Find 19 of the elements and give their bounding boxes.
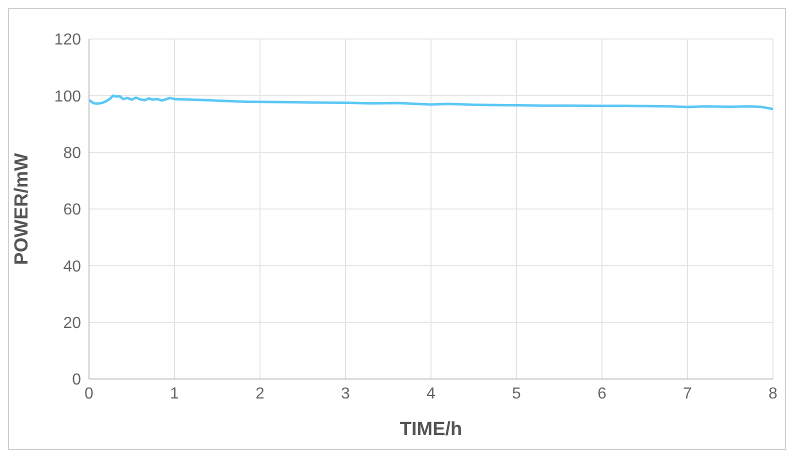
y-tick-label: 100 bbox=[54, 88, 82, 106]
y-tick-label: 80 bbox=[63, 145, 82, 162]
x-tick-label: 8 bbox=[768, 385, 778, 402]
x-tick-label: 1 bbox=[170, 385, 180, 402]
x-tick-label: 0 bbox=[84, 385, 94, 402]
x-tick-label: 4 bbox=[426, 385, 436, 402]
x-tick-label: 7 bbox=[683, 385, 692, 402]
x-tick-label: 6 bbox=[598, 385, 607, 402]
y-tick-label: 40 bbox=[63, 258, 82, 276]
x-tick-label: 2 bbox=[256, 385, 265, 402]
x-axis-title: TIME/h bbox=[400, 419, 462, 440]
y-tick-label: 120 bbox=[54, 32, 82, 49]
y-tick-label: 60 bbox=[63, 202, 82, 219]
y-tick-label: 20 bbox=[63, 315, 82, 332]
x-tick-label: 5 bbox=[512, 385, 522, 402]
y-axis-title: POWER/mW bbox=[12, 152, 33, 265]
y-tick-label: 0 bbox=[72, 372, 82, 389]
line-series bbox=[89, 94, 773, 110]
x-tick-label: 3 bbox=[341, 385, 350, 402]
